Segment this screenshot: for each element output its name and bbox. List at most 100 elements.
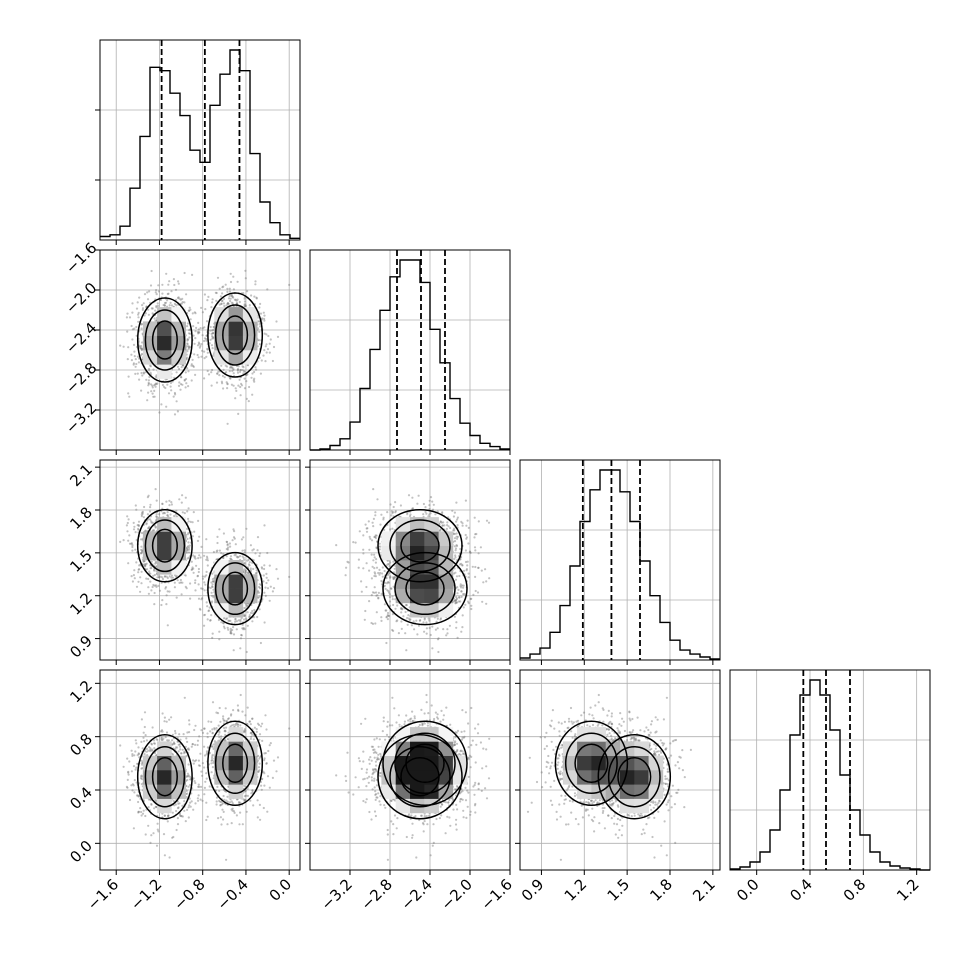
sample-point [167, 392, 171, 395]
sample-point [259, 302, 262, 305]
sample-point [463, 593, 466, 596]
sample-point [477, 566, 480, 570]
sample-point [260, 566, 263, 569]
sample-point [206, 369, 209, 373]
sample-point [141, 549, 144, 552]
sample-point [197, 583, 200, 586]
sample-point [255, 297, 258, 300]
sample-point [150, 567, 153, 570]
sample-point [162, 303, 165, 307]
sample-point [358, 530, 361, 533]
sample-point [454, 556, 457, 559]
sample-point [236, 368, 239, 371]
sample-point [147, 384, 150, 387]
sample-point [259, 552, 262, 555]
sample-point [485, 519, 489, 522]
sample-point [378, 548, 381, 551]
sample-point [194, 589, 197, 592]
sample-point [149, 364, 152, 367]
sample-point [218, 287, 221, 290]
y-tick-label: 2.1 [66, 460, 96, 490]
sample-point [391, 576, 395, 579]
sample-point [375, 591, 378, 594]
sample-point [243, 606, 246, 610]
sample-point [175, 574, 178, 578]
sample-point [243, 614, 246, 617]
sample-point [261, 567, 264, 570]
sample-point [210, 384, 213, 387]
sample-point [161, 599, 164, 602]
sample-point [216, 549, 219, 552]
sample-point [406, 511, 409, 514]
sample-point [375, 558, 378, 561]
sample-point [233, 530, 236, 533]
sample-point [373, 571, 376, 574]
sample-point [205, 555, 209, 558]
sample-point [206, 348, 209, 351]
sample-point [162, 385, 166, 388]
sample-point [288, 575, 291, 579]
sample-point [200, 343, 203, 346]
sample-point [428, 626, 431, 630]
sample-point [205, 339, 208, 342]
sample-point [265, 572, 268, 576]
sample-point [473, 536, 476, 539]
sample-point [203, 357, 206, 360]
sample-point [194, 337, 197, 340]
sample-point [194, 557, 197, 560]
sample-point [154, 383, 157, 386]
sample-point [454, 554, 457, 557]
sample-point [230, 632, 233, 635]
sample-point [229, 280, 233, 284]
sample-point [226, 302, 229, 305]
sample-point [221, 374, 224, 378]
sample-point [155, 513, 158, 516]
sample-point [360, 590, 363, 593]
sample-point [185, 587, 188, 590]
sample-point [391, 613, 394, 616]
sample-point [137, 527, 140, 530]
sample-point [387, 614, 390, 617]
sample-point [119, 540, 122, 544]
sample-point [220, 552, 223, 555]
sample-point [222, 617, 226, 620]
sample-point [245, 605, 249, 608]
sample-point [229, 297, 232, 300]
sample-point [137, 524, 140, 528]
sample-point [243, 370, 246, 373]
sample-point [461, 584, 464, 587]
sample-point [244, 277, 247, 280]
sample-point [200, 598, 203, 601]
sample-point [467, 572, 470, 575]
sample-point [335, 544, 338, 547]
sample-point [205, 355, 208, 358]
sample-point [178, 381, 181, 384]
sample-point [220, 364, 223, 367]
sample-point [139, 552, 143, 555]
sample-point [146, 568, 149, 571]
sample-point [163, 575, 167, 578]
sample-point [419, 619, 422, 622]
sample-point [267, 334, 270, 338]
sample-point [131, 545, 134, 549]
sample-point [153, 384, 156, 387]
sample-point [249, 569, 252, 572]
sample-point [186, 510, 189, 513]
sample-point [133, 350, 136, 353]
sample-point [264, 586, 267, 589]
sample-point [229, 619, 232, 623]
sample-point [242, 626, 245, 630]
sample-point [374, 575, 377, 578]
sample-point [372, 488, 375, 491]
sample-point [233, 554, 236, 557]
sample-point [177, 280, 180, 283]
sample-point [147, 382, 150, 385]
sample-point [158, 411, 161, 414]
sample-point [161, 383, 164, 387]
sample-point [140, 347, 143, 350]
sample-point [134, 531, 137, 534]
sample-point [186, 342, 189, 345]
sample-point [135, 307, 139, 310]
sample-point [204, 583, 207, 586]
sample-point [459, 584, 462, 588]
